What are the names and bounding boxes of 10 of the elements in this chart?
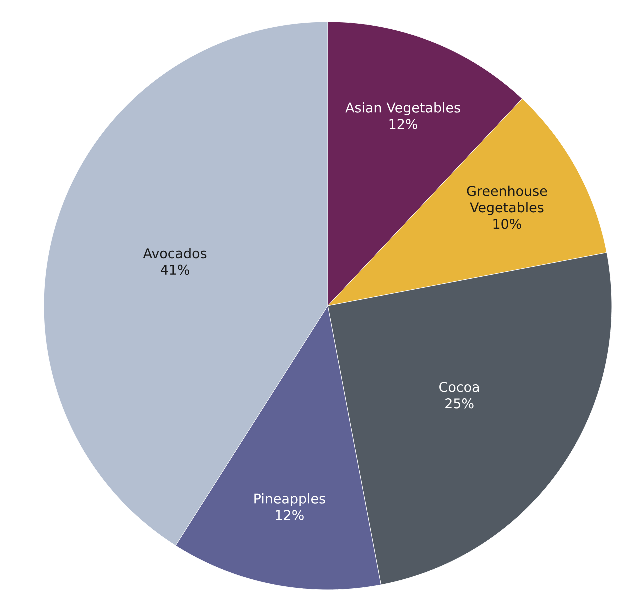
slice-label: Pineapples <box>254 493 326 506</box>
data-label: 25% <box>446 398 474 409</box>
data-label: 41% <box>160 264 190 276</box>
data-label: 12% <box>276 510 304 520</box>
slice-label: Cocoa <box>440 382 480 392</box>
slice-label: Avocados <box>143 248 207 259</box>
data-label: 12% <box>390 119 418 130</box>
data-label: 10% <box>494 218 522 230</box>
slice-label: Greenhouse Vegetables <box>467 186 548 216</box>
slice-label: Asian Vegetables <box>346 102 460 116</box>
